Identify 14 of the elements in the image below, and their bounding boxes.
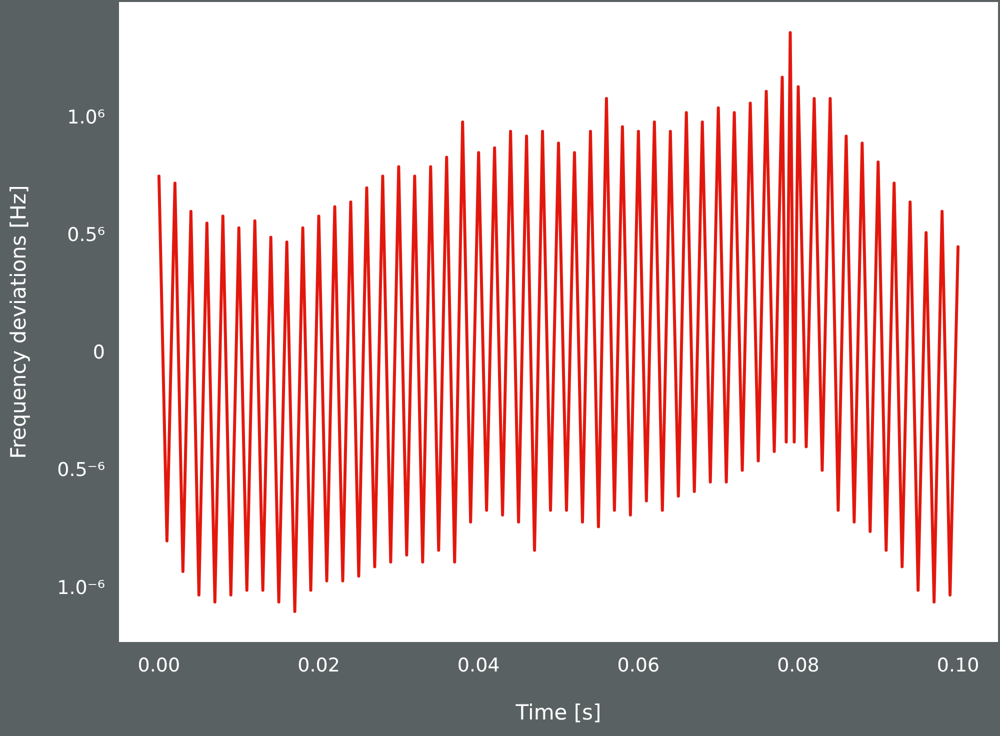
y-tick-label: 0.5⁻⁶ bbox=[57, 459, 105, 482]
x-tick-label: 0.06 bbox=[617, 654, 660, 676]
y-tick-label: 0.5⁶ bbox=[67, 224, 105, 246]
y-tick-label: 1.0⁻⁶ bbox=[57, 576, 105, 599]
x-tick-label: 0.04 bbox=[457, 654, 500, 676]
y-tick-label: 1.0⁶ bbox=[67, 106, 105, 128]
y-tick-label: 0 bbox=[92, 342, 105, 364]
y-axis-title: Frequency deviations [Hz] bbox=[6, 185, 30, 459]
x-tick-label: 0.02 bbox=[298, 654, 340, 676]
line-series bbox=[157, 31, 960, 613]
x-axis-title: Time [s] bbox=[514, 700, 602, 724]
x-tick-label: 0.00 bbox=[138, 654, 180, 676]
x-tick-label: 0.10 bbox=[936, 654, 980, 676]
x-tick-label: 0.08 bbox=[777, 654, 820, 676]
